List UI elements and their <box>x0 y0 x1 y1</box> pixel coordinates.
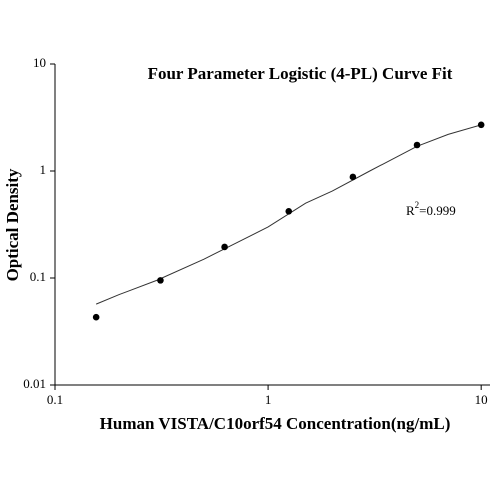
x-tick-label: 1 <box>265 392 272 407</box>
data-point <box>477 121 485 129</box>
y-tick-label: 0.01 <box>23 376 46 391</box>
data-point <box>92 313 100 321</box>
y-tick-label: 1 <box>40 162 47 177</box>
x-axis-label: Human VISTA/C10orf54 Concentration(ng/mL… <box>100 414 451 433</box>
data-point <box>349 173 357 181</box>
data-point <box>157 277 164 284</box>
x-tick-label: 0.1 <box>47 392 63 407</box>
data-point <box>285 208 293 215</box>
y-axis-label: Optical Density <box>3 168 22 281</box>
r-squared: R2=0.999 <box>406 200 456 218</box>
data-point <box>413 141 421 149</box>
chart-title: Four Parameter Logistic (4-PL) Curve Fit <box>148 64 453 83</box>
r-rest: =0.999 <box>419 203 456 218</box>
r-base: R <box>406 203 415 218</box>
y-tick-label: 0.1 <box>30 269 46 284</box>
x-tick-label: 10 <box>475 392 488 407</box>
data-point <box>221 243 228 251</box>
fit-curve <box>95 124 482 305</box>
r-sup: 2 <box>415 200 420 210</box>
y-tick-label: 10 <box>33 55 46 70</box>
